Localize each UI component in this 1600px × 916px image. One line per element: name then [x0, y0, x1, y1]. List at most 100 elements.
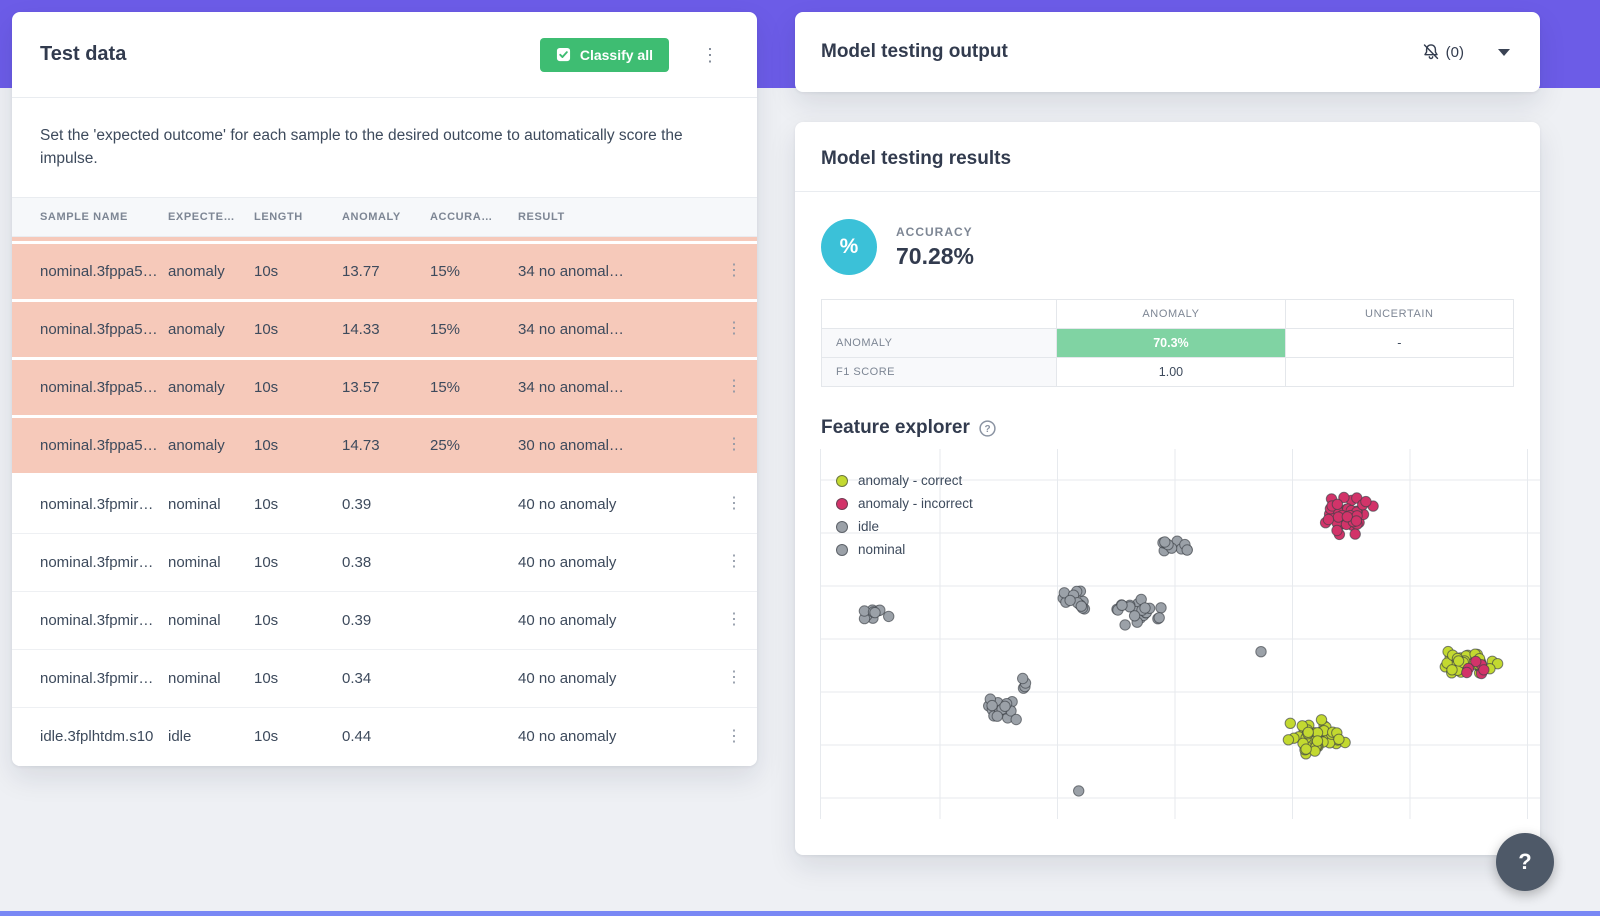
scatter-point[interactable]	[1302, 726, 1314, 738]
scatter-point[interactable]	[1349, 528, 1361, 540]
scatter-point[interactable]	[1311, 735, 1324, 747]
scatter-point[interactable]	[1338, 491, 1350, 504]
cell-sample-name: idle.3fplhtdm.s10	[40, 728, 154, 745]
scatter-point[interactable]	[1155, 602, 1167, 614]
feature-explorer-chart[interactable]: anomaly - correct anomaly - incorrect idle…	[820, 449, 1540, 819]
cell-accuracy: 15%	[430, 320, 461, 338]
legend-item[interactable]: nominal	[836, 542, 973, 557]
cell-anomaly: 0.39	[342, 611, 372, 629]
scatter-point[interactable]	[1010, 713, 1022, 726]
notifications-toggle[interactable]: (0)	[1421, 42, 1464, 62]
row-menu-button[interactable]: ⋮	[718, 550, 750, 574]
legend-dot-icon	[836, 474, 848, 487]
table-row[interactable]: nominal.3fpmir… nominal 10s 0.38 40 no anoma…	[12, 533, 757, 592]
classify-check-icon	[556, 47, 571, 62]
scatter-point[interactable]	[1282, 734, 1295, 746]
scatter-point[interactable]	[1017, 672, 1029, 685]
scatter-point[interactable]	[1159, 536, 1171, 548]
scatter-point[interactable]	[999, 700, 1011, 712]
cell-expected-outcome: anomaly	[168, 378, 225, 396]
scatter-point[interactable]	[1064, 594, 1076, 607]
scatter-point[interactable]	[1322, 513, 1335, 526]
matrix-value-cell: 70.3%	[1056, 328, 1286, 358]
table-row[interactable]: nominal.3fppa5… anomaly 10s 14.73 25% 30 no a…	[12, 417, 757, 476]
legend-dot-icon	[836, 497, 848, 510]
cell-sample-name: nominal.3fppa5…	[40, 436, 158, 454]
scatter-point[interactable]	[1139, 602, 1151, 614]
scatter-point[interactable]	[1255, 646, 1267, 658]
scatter-point[interactable]	[986, 699, 998, 712]
scatter-point[interactable]	[1446, 664, 1458, 676]
column-header: LENGTH	[254, 210, 303, 223]
scatter-point[interactable]	[991, 710, 1004, 722]
scatter-point[interactable]	[869, 606, 881, 619]
scatter-point[interactable]	[882, 610, 895, 623]
table-row[interactable]: nominal.3fppa5… anomaly 10s 13.77 15% 34 no a…	[12, 243, 757, 302]
scatter-point[interactable]	[1153, 612, 1165, 624]
scatter-point[interactable]	[1350, 515, 1363, 527]
matrix-row-label: F1 SCORE	[820, 357, 1058, 387]
scatter-point[interactable]	[1116, 599, 1128, 612]
classify-all-button[interactable]: Classify all	[539, 37, 669, 72]
scatter-point[interactable]	[1331, 498, 1344, 510]
model-testing-output-panel: Model testing output (0)	[795, 12, 1540, 92]
scatter-point[interactable]	[1300, 743, 1312, 755]
test-data-panel: Test data Classify all ⋮ Set the 'expect…	[12, 12, 757, 766]
row-menu-button[interactable]: ⋮	[718, 259, 750, 283]
scatter-point[interactable]	[1181, 544, 1193, 556]
table-row[interactable]: nominal.3fppa5… anomaly 10s 14.33 15% 34 no a…	[12, 301, 757, 360]
scatter-point[interactable]	[1284, 717, 1296, 729]
matrix-row: F1 SCORE 1.00	[820, 357, 1515, 387]
scatter-point[interactable]	[1470, 655, 1482, 668]
scatter-point[interactable]	[1075, 600, 1087, 612]
legend-item[interactable]: idle	[836, 519, 973, 534]
cell-expected-outcome: anomaly	[168, 320, 225, 338]
test-table-body: nominal.3fppa5… anomaly 10s 13.77 15% 34 no a…	[12, 243, 757, 766]
matrix-column-header: UNCERTAIN	[1284, 299, 1515, 329]
cell-anomaly: 14.73	[342, 436, 380, 454]
table-row[interactable]: nominal.3fpmir… nominal 10s 0.34 40 no anoma…	[12, 649, 757, 708]
help-fab-button[interactable]: ?	[1496, 833, 1554, 891]
cell-result: 34 no anomal…	[518, 262, 624, 280]
row-menu-button[interactable]: ⋮	[718, 433, 750, 457]
row-menu-button[interactable]: ⋮	[718, 375, 750, 399]
row-menu-button[interactable]: ⋮	[718, 608, 750, 632]
help-circle-icon[interactable]: ?	[979, 419, 996, 437]
legend-item[interactable]: anomaly - incorrect	[836, 496, 973, 511]
scatter-point[interactable]	[1331, 524, 1343, 537]
matrix-value-cell: 1.00	[1056, 357, 1286, 387]
scatter-point[interactable]	[1333, 733, 1345, 745]
legend-item[interactable]: anomaly - correct	[836, 473, 973, 488]
legend-dot-icon	[836, 543, 848, 556]
cell-result: 34 no anomal…	[518, 378, 624, 396]
row-menu-button[interactable]: ⋮	[718, 725, 750, 749]
row-menu-button[interactable]: ⋮	[718, 666, 750, 690]
scatter-point[interactable]	[1073, 785, 1085, 797]
matrix-value-cell	[1284, 357, 1515, 387]
row-menu-button[interactable]: ⋮	[718, 317, 750, 341]
column-header: ANOMALY	[342, 210, 401, 223]
test-data-actions: Classify all ⋮	[539, 37, 727, 72]
matrix-row: ANOMALY 70.3% -	[820, 328, 1515, 358]
scatter-point[interactable]	[1315, 714, 1328, 726]
scatter-point[interactable]	[1128, 610, 1141, 622]
table-row[interactable]: nominal.3fpmir… nominal 10s 0.39 40 no anoma…	[12, 475, 757, 534]
scatter-point[interactable]	[1452, 655, 1465, 667]
output-header-actions: (0)	[1421, 42, 1510, 62]
scatter-point[interactable]	[1119, 619, 1131, 631]
feature-explorer-title: Feature explorer	[821, 417, 970, 438]
cell-anomaly: 13.77	[342, 262, 380, 280]
table-row[interactable]: nominal.3fppa5… anomaly 10s 13.57 15% 34 no a…	[12, 359, 757, 418]
scatter-point[interactable]	[1461, 666, 1473, 679]
scatter-point[interactable]	[1360, 495, 1372, 508]
cell-length: 10s	[254, 495, 279, 513]
column-header: ACCURA…	[430, 210, 493, 223]
chevron-down-icon[interactable]	[1498, 48, 1510, 56]
matrix-column-header: ANOMALY	[1056, 299, 1286, 329]
legend-label: anomaly - incorrect	[858, 496, 973, 511]
row-menu-button[interactable]: ⋮	[718, 492, 750, 516]
scatter-point[interactable]	[1478, 664, 1490, 676]
table-row[interactable]: idle.3fplhtdm.s10 idle 10s 0.44 40 no anomal…	[12, 707, 757, 766]
panel-menu-button[interactable]: ⋮	[693, 42, 727, 68]
table-row[interactable]: nominal.3fpmir… nominal 10s 0.39 40 no anoma…	[12, 591, 757, 650]
